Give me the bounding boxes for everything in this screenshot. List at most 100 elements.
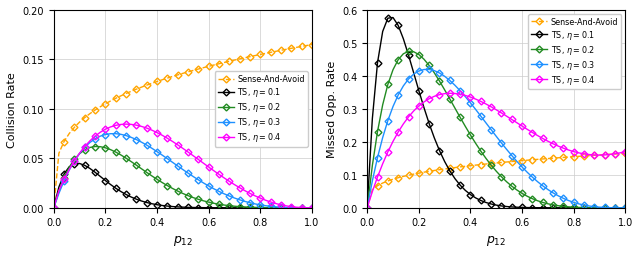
Legend: Sense-And-Avoid, TS, $\eta = 0.1$, TS, $\eta = 0.2$, TS, $\eta = 0.3$, TS, $\eta: Sense-And-Avoid, TS, $\eta = 0.1$, TS, $… xyxy=(214,72,308,147)
Line: TS, $\eta = 0.2$: TS, $\eta = 0.2$ xyxy=(51,145,314,210)
Sense-And-Avoid xyxy=(236,58,243,61)
Legend: Sense-And-Avoid, TS, $\eta = 0.1$, TS, $\eta = 0.2$, TS, $\eta = 0.3$, TS, $\eta: Sense-And-Avoid, TS, $\eta = 0.1$, TS, $… xyxy=(528,15,621,90)
TS, $\eta = 0.1$ xyxy=(303,207,310,210)
Y-axis label: Missed Opp. Rate: Missed Opp. Rate xyxy=(326,61,337,158)
TS, $\eta = 0.4$ xyxy=(107,126,115,129)
TS, $\eta = 0.4$ xyxy=(225,180,233,183)
TS, $\eta = 0.2$ xyxy=(404,51,412,54)
Sense-And-Avoid xyxy=(50,207,58,210)
Y-axis label: Collision Rate: Collision Rate xyxy=(7,72,17,147)
TS, $\eta = 0.2$ xyxy=(616,207,624,210)
X-axis label: $p_{12}$: $p_{12}$ xyxy=(173,233,193,247)
Sense-And-Avoid xyxy=(303,45,310,48)
TS, $\eta = 0.1$ xyxy=(389,17,397,20)
TS, $\eta = 0.2$ xyxy=(554,204,562,208)
TS, $\eta = 0.2$ xyxy=(112,151,120,154)
TS, $\eta = 0.1$ xyxy=(308,207,316,210)
TS, $\eta = 0.3$ xyxy=(554,195,562,198)
Line: TS, $\eta = 0.4$: TS, $\eta = 0.4$ xyxy=(365,91,628,210)
TS, $\eta = 0.3$ xyxy=(364,207,371,210)
TS, $\eta = 0.2$ xyxy=(539,201,547,204)
TS, $\eta = 0.4$ xyxy=(138,125,145,129)
Line: TS, $\eta = 0.1$: TS, $\eta = 0.1$ xyxy=(365,16,628,210)
TS, $\eta = 0.4$ xyxy=(241,189,249,193)
TS, $\eta = 0.4$ xyxy=(122,123,130,126)
TS, $\eta = 0.4$ xyxy=(539,137,547,140)
Sense-And-Avoid xyxy=(621,152,629,155)
TS, $\eta = 0.3$ xyxy=(225,195,233,198)
TS, $\eta = 0.1$ xyxy=(50,207,58,210)
TS, $\eta = 0.2$ xyxy=(364,207,371,210)
X-axis label: $p_{12}$: $p_{12}$ xyxy=(486,233,506,247)
TS, $\eta = 0.4$ xyxy=(616,152,624,155)
TS, $\eta = 0.4$ xyxy=(50,207,58,210)
TS, $\eta = 0.3$ xyxy=(616,207,624,210)
Line: TS, $\eta = 0.2$: TS, $\eta = 0.2$ xyxy=(365,50,628,210)
TS, $\eta = 0.2$ xyxy=(138,168,145,171)
Sense-And-Avoid xyxy=(127,90,135,93)
TS, $\eta = 0.1$ xyxy=(132,198,140,201)
TS, $\eta = 0.1$ xyxy=(621,207,629,210)
TS, $\eta = 0.3$ xyxy=(138,141,145,144)
TS, $\eta = 0.3$ xyxy=(539,185,547,188)
TS, $\eta = 0.4$ xyxy=(446,92,454,96)
TS, $\eta = 0.4$ xyxy=(308,207,316,210)
Sense-And-Avoid xyxy=(420,171,428,174)
Sense-And-Avoid xyxy=(308,44,316,47)
TS, $\eta = 0.1$ xyxy=(451,178,459,181)
TS, $\eta = 0.1$ xyxy=(76,162,83,165)
Sense-And-Avoid xyxy=(446,167,454,170)
Sense-And-Avoid xyxy=(534,158,541,161)
TS, $\eta = 0.2$ xyxy=(241,206,249,209)
TS, $\eta = 0.1$ xyxy=(539,207,547,210)
TS, $\eta = 0.4$ xyxy=(132,124,140,127)
TS, $\eta = 0.3$ xyxy=(241,200,249,203)
TS, $\eta = 0.2$ xyxy=(132,164,140,167)
TS, $\eta = 0.2$ xyxy=(621,207,629,210)
TS, $\eta = 0.4$ xyxy=(364,207,371,210)
TS, $\eta = 0.2$ xyxy=(225,204,233,208)
TS, $\eta = 0.3$ xyxy=(451,85,459,88)
TS, $\eta = 0.2$ xyxy=(426,65,433,68)
TS, $\eta = 0.1$ xyxy=(426,123,433,126)
TS, $\eta = 0.2$ xyxy=(50,207,58,210)
TS, $\eta = 0.2$ xyxy=(451,107,459,110)
Sense-And-Avoid xyxy=(616,153,624,156)
Line: Sense-And-Avoid: Sense-And-Avoid xyxy=(365,151,628,210)
TS, $\eta = 0.2$ xyxy=(92,145,99,148)
Sense-And-Avoid xyxy=(364,207,371,210)
TS, $\eta = 0.1$ xyxy=(616,207,624,210)
TS, $\eta = 0.1$ xyxy=(364,207,371,210)
TS, $\eta = 0.4$ xyxy=(554,145,562,148)
TS, $\eta = 0.1$ xyxy=(225,207,233,210)
TS, $\eta = 0.3$ xyxy=(446,80,454,83)
TS, $\eta = 0.2$ xyxy=(303,207,310,210)
TS, $\eta = 0.4$ xyxy=(441,93,449,96)
TS, $\eta = 0.3$ xyxy=(426,69,433,72)
Line: TS, $\eta = 0.4$: TS, $\eta = 0.4$ xyxy=(51,122,314,210)
TS, $\eta = 0.3$ xyxy=(308,207,316,210)
TS, $\eta = 0.3$ xyxy=(621,207,629,210)
TS, $\eta = 0.1$ xyxy=(241,207,249,210)
Line: TS, $\eta = 0.1$: TS, $\eta = 0.1$ xyxy=(51,162,314,210)
Line: Sense-And-Avoid: Sense-And-Avoid xyxy=(51,43,314,210)
TS, $\eta = 0.4$ xyxy=(303,207,310,210)
TS, $\eta = 0.1$ xyxy=(112,187,120,190)
TS, $\eta = 0.3$ xyxy=(303,207,310,210)
TS, $\eta = 0.1$ xyxy=(446,170,454,173)
TS, $\eta = 0.3$ xyxy=(420,69,428,72)
TS, $\eta = 0.4$ xyxy=(451,93,459,96)
Sense-And-Avoid xyxy=(549,157,557,160)
TS, $\eta = 0.3$ xyxy=(112,133,120,136)
Line: TS, $\eta = 0.3$: TS, $\eta = 0.3$ xyxy=(365,68,628,210)
Line: TS, $\eta = 0.3$: TS, $\eta = 0.3$ xyxy=(51,132,314,210)
TS, $\eta = 0.2$ xyxy=(308,207,316,210)
Sense-And-Avoid xyxy=(441,168,449,171)
TS, $\eta = 0.4$ xyxy=(621,151,629,154)
TS, $\eta = 0.2$ xyxy=(446,98,454,101)
TS, $\eta = 0.1$ xyxy=(138,200,145,203)
Sense-And-Avoid xyxy=(107,100,115,103)
Sense-And-Avoid xyxy=(132,88,140,91)
TS, $\eta = 0.3$ xyxy=(50,207,58,210)
TS, $\eta = 0.3$ xyxy=(107,133,115,136)
